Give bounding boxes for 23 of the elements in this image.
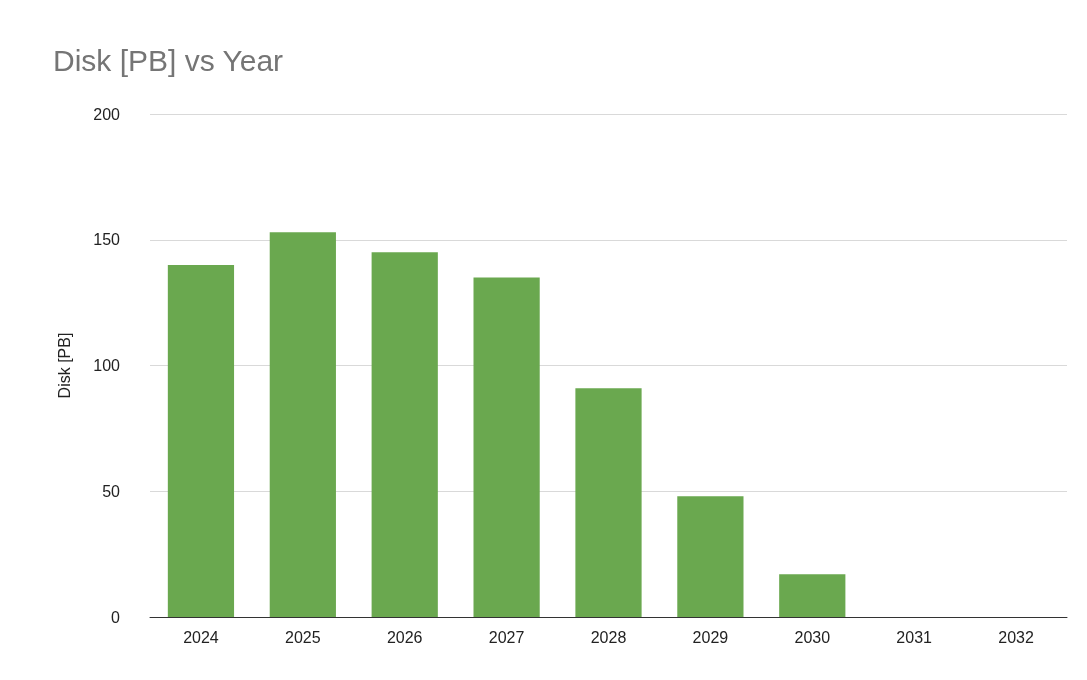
x-tick-label: 2025 [285,628,321,646]
x-tick-label: 2028 [590,628,627,646]
bar [677,496,744,617]
y-tick-label: 50 [102,482,121,500]
chart-title: Disk [PB] vs Year [53,43,284,77]
x-tick-label: 2024 [183,628,219,646]
x-tick-label: 2027 [488,628,525,646]
y-tick-label: 100 [93,357,121,374]
y-tick-label: 150 [93,231,121,249]
bar [575,388,642,617]
bar [371,252,438,617]
bar [269,232,336,617]
x-tick-label: 2029 [692,628,729,646]
bar [779,574,846,617]
bar [167,264,235,617]
x-tick-label: 2032 [998,628,1034,646]
y-tick-label: 0 [111,608,121,626]
x-tick-label: 2031 [896,628,933,646]
x-tick-label: 2030 [794,628,831,646]
y-axis-title: Disk [PB] [55,332,73,399]
bar [473,277,540,617]
y-tick-label: 200 [93,105,121,123]
x-tick-label: 2026 [386,628,423,646]
